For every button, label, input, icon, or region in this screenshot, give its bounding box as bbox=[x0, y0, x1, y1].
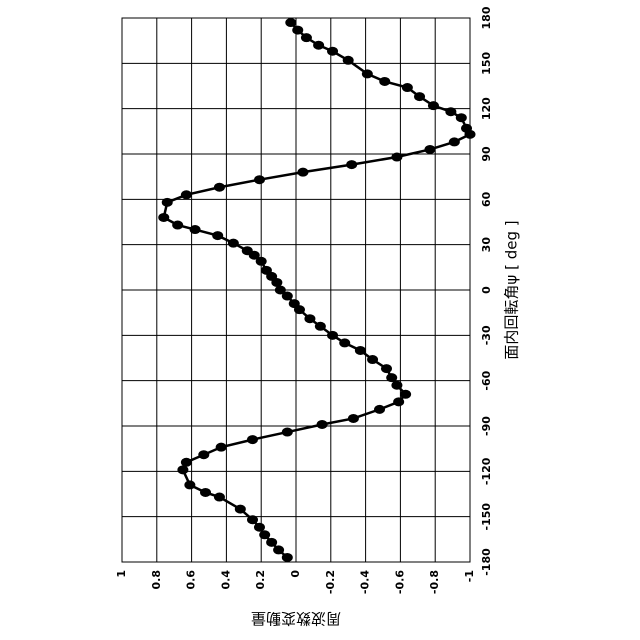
y-tick-label: -0.6 bbox=[393, 570, 406, 594]
data-point bbox=[313, 41, 324, 50]
x-tick-label: 90 bbox=[480, 146, 493, 162]
data-point bbox=[214, 493, 225, 502]
data-point bbox=[367, 355, 378, 364]
data-point bbox=[327, 331, 338, 340]
data-point bbox=[343, 56, 354, 65]
data-point bbox=[266, 538, 277, 547]
y-tick-label: 0.4 bbox=[219, 570, 232, 590]
data-point bbox=[327, 47, 338, 56]
data-point bbox=[362, 69, 373, 78]
data-point bbox=[414, 92, 425, 101]
data-point bbox=[393, 397, 404, 406]
data-point bbox=[261, 266, 272, 275]
data-point bbox=[172, 221, 183, 230]
data-point bbox=[289, 299, 300, 308]
data-point bbox=[315, 322, 326, 331]
data-point bbox=[214, 183, 225, 192]
data-point bbox=[301, 33, 312, 42]
y-tick-label: 0 bbox=[289, 570, 302, 578]
data-point bbox=[400, 390, 411, 399]
data-point bbox=[402, 83, 413, 92]
x-axis-label: 面内回転角ψ [ deg ] bbox=[503, 220, 521, 359]
data-point bbox=[348, 414, 359, 423]
x-tick-label: -180 bbox=[480, 548, 493, 576]
x-tick-label: 0 bbox=[480, 286, 493, 294]
data-point bbox=[374, 405, 385, 414]
data-point bbox=[391, 153, 402, 162]
y-tick-label: 0.2 bbox=[254, 570, 267, 590]
data-point bbox=[282, 428, 293, 437]
data-point bbox=[297, 168, 308, 177]
data-point bbox=[190, 225, 201, 234]
rotated-chart: 面内回転角ψ [ deg ] 周波数変動量 -1 -0.8 -0.6 -0.4 -0.2… bbox=[115, 6, 521, 627]
data-point bbox=[181, 458, 192, 467]
data-point bbox=[216, 443, 227, 452]
y-tick-label: 0.6 bbox=[185, 570, 198, 590]
data-point bbox=[424, 145, 435, 154]
data-point bbox=[449, 137, 460, 146]
y-tick-label: 0.8 bbox=[150, 570, 163, 590]
x-tick-label: -150 bbox=[480, 503, 493, 531]
x-tick-label: 180 bbox=[480, 6, 493, 29]
data-point bbox=[254, 523, 265, 532]
data-point bbox=[254, 175, 265, 184]
y-tick-label: -0.8 bbox=[428, 570, 441, 594]
data-point bbox=[456, 113, 467, 122]
data-point bbox=[285, 18, 296, 27]
x-tick-label: 120 bbox=[480, 97, 493, 120]
data-point bbox=[247, 435, 258, 444]
x-tick-label: -90 bbox=[480, 416, 493, 436]
x-tick-label: -120 bbox=[480, 457, 493, 485]
x-tick-label: 30 bbox=[480, 237, 493, 253]
data-point bbox=[381, 364, 392, 373]
data-point bbox=[292, 26, 303, 35]
data-point bbox=[428, 101, 439, 110]
data-point bbox=[259, 530, 270, 539]
chart: 面内回転角ψ [ deg ] 周波数変動量 -1 -0.8 -0.6 -0.4 -0.2… bbox=[0, 0, 640, 640]
data-point bbox=[235, 505, 246, 514]
data-point bbox=[461, 124, 472, 133]
x-tick-label: -60 bbox=[480, 370, 493, 390]
data-point bbox=[339, 338, 350, 347]
data-point bbox=[158, 213, 169, 222]
y-tick-label: 1 bbox=[115, 570, 128, 578]
data-point bbox=[162, 198, 173, 207]
data-point bbox=[242, 246, 253, 255]
y-tick-label: -0.2 bbox=[324, 570, 337, 594]
data-point bbox=[184, 480, 195, 489]
data-point bbox=[181, 190, 192, 199]
y-tick-label: -1 bbox=[463, 570, 476, 582]
x-tick-label: 150 bbox=[480, 52, 493, 75]
y-axis-label: 周波数変動量 bbox=[251, 610, 341, 628]
data-point bbox=[355, 346, 366, 355]
data-point bbox=[200, 488, 211, 497]
data-point bbox=[282, 553, 293, 562]
data-point bbox=[445, 107, 456, 116]
data-point bbox=[228, 239, 239, 248]
data-point bbox=[346, 160, 357, 169]
data-point bbox=[212, 231, 223, 240]
data-point bbox=[198, 450, 209, 459]
data-point bbox=[391, 381, 402, 390]
x-tick-label: -30 bbox=[480, 325, 493, 345]
x-tick-label: 60 bbox=[480, 191, 493, 207]
data-point bbox=[273, 545, 284, 554]
data-point bbox=[379, 77, 390, 86]
data-point bbox=[386, 373, 397, 382]
y-tick-label: -0.4 bbox=[359, 570, 372, 594]
data-point bbox=[317, 420, 328, 429]
data-point bbox=[304, 314, 315, 323]
data-point bbox=[247, 515, 258, 524]
